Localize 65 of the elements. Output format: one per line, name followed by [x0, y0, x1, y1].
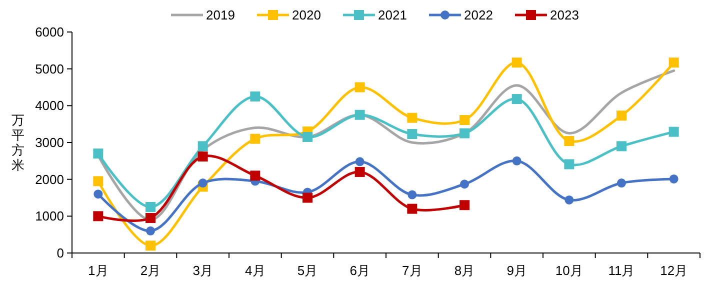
point [146, 213, 156, 224]
point [354, 110, 365, 120]
point [512, 156, 522, 166]
point [93, 211, 104, 222]
point [94, 190, 103, 199]
x-tick-label: 4月 [245, 263, 266, 278]
x-tick-label: 2月 [140, 263, 161, 278]
point [355, 157, 364, 166]
point [250, 91, 260, 102]
legend-label: 2020 [292, 8, 321, 23]
point [198, 178, 208, 188]
point [408, 190, 417, 200]
point [198, 151, 208, 162]
x-tick-label: 5月 [297, 263, 318, 278]
point [93, 148, 104, 159]
point [250, 134, 260, 144]
y-tick-label: 6000 [35, 24, 64, 40]
point [250, 170, 260, 181]
x-tick-label: 11月 [608, 263, 635, 278]
point [564, 195, 574, 204]
point [354, 166, 365, 177]
point [512, 58, 522, 68]
point [616, 141, 626, 152]
point [564, 159, 574, 170]
point [407, 112, 418, 123]
y-tick-label: 3000 [35, 135, 64, 150]
x-tick-label: 9月 [506, 263, 527, 278]
y-tick-label: 1000 [35, 208, 64, 224]
point [460, 200, 470, 210]
point [668, 126, 679, 137]
point [146, 226, 155, 236]
x-tick-label: 10月 [555, 263, 583, 278]
y-tick-label: 2000 [35, 172, 64, 187]
y-tick-label: 0 [56, 246, 64, 261]
legend-label: 2023 [550, 8, 579, 23]
point [460, 180, 469, 189]
point [354, 82, 365, 92]
point [146, 202, 156, 212]
point [302, 192, 312, 203]
point [302, 132, 312, 142]
legend-label: 2022 [464, 8, 493, 23]
y-axis-title: 万平方米 [12, 112, 24, 173]
point [407, 129, 418, 140]
x-tick-label: 7月 [402, 263, 422, 278]
point [564, 136, 574, 146]
legend-label: 2021 [378, 8, 407, 23]
point [512, 94, 522, 104]
point [198, 141, 208, 152]
point [617, 178, 626, 188]
x-tick-label: 8月 [454, 263, 475, 278]
point [460, 128, 470, 138]
point [146, 240, 156, 251]
point [668, 58, 679, 68]
x-tick-label: 6月 [350, 263, 370, 278]
x-tick-label: 3月 [192, 263, 213, 278]
legend-label: 2019 [206, 8, 235, 23]
point [669, 174, 678, 184]
x-tick-label: 1月 [88, 263, 108, 278]
point [93, 176, 104, 186]
point [407, 204, 418, 214]
y-tick-label: 4000 [35, 98, 64, 114]
point [616, 110, 626, 121]
x-tick-label: 12月 [660, 263, 688, 278]
y-tick-label: 5000 [35, 61, 64, 76]
point [460, 115, 470, 126]
